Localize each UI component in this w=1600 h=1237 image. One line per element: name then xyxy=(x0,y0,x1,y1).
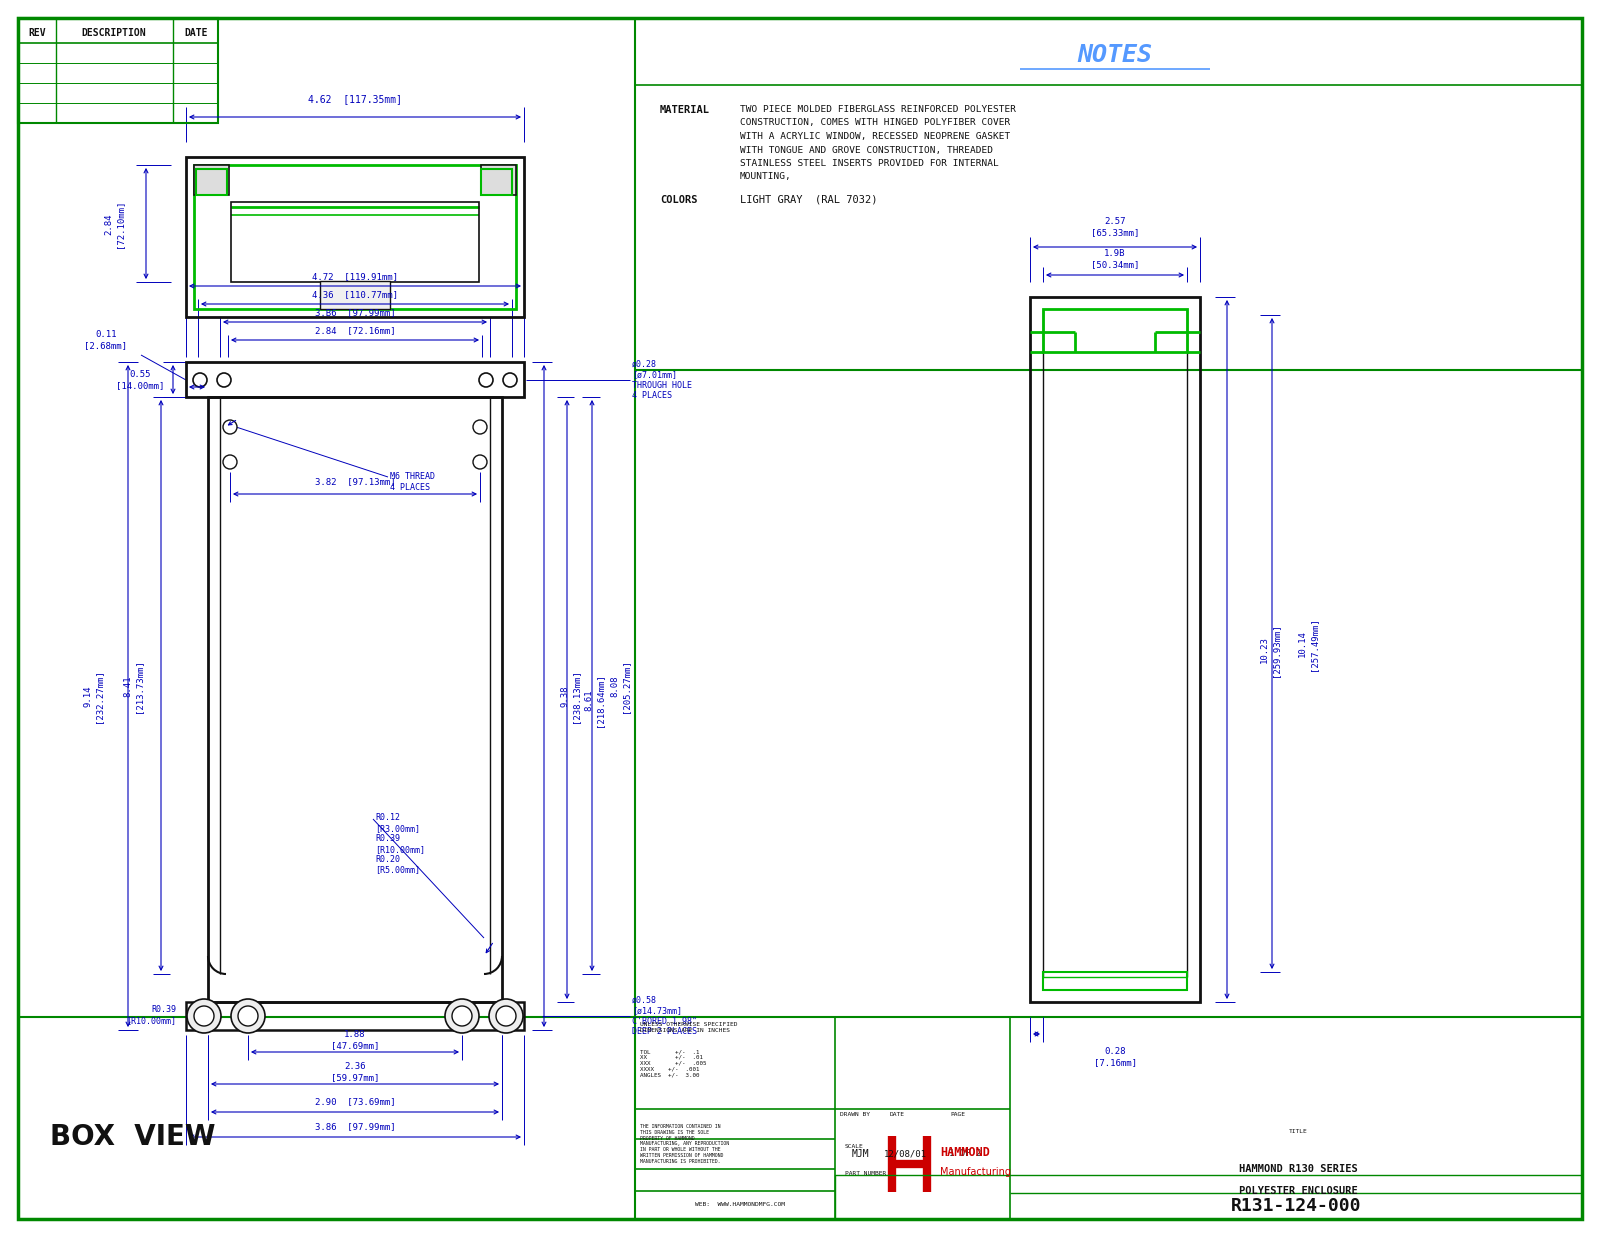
Circle shape xyxy=(194,1006,214,1025)
Bar xyxy=(186,1002,525,1030)
Text: SCALE: SCALE xyxy=(845,1144,864,1149)
Circle shape xyxy=(187,999,221,1033)
Bar xyxy=(195,169,227,195)
Text: 1 OF 2: 1 OF 2 xyxy=(949,1149,981,1159)
Circle shape xyxy=(238,1006,258,1025)
Text: WEB:  WWW.HAMMONDMFG.COM: WEB: WWW.HAMMONDMFG.COM xyxy=(694,1202,786,1207)
Text: 3.86  [97.99mm]: 3.86 [97.99mm] xyxy=(315,1122,395,1132)
Circle shape xyxy=(502,374,517,387)
Text: 0.11
[2.68mm]: 0.11 [2.68mm] xyxy=(85,330,128,350)
Circle shape xyxy=(445,999,478,1033)
Text: 1.88
[47.69mm]: 1.88 [47.69mm] xyxy=(331,1030,379,1050)
Text: COLORS: COLORS xyxy=(661,195,698,205)
Text: 2.90  [73.69mm]: 2.90 [73.69mm] xyxy=(315,1097,395,1107)
Bar xyxy=(1043,972,1187,990)
Text: 12/08/01: 12/08/01 xyxy=(883,1149,926,1159)
Text: 10.14
[257.49mm]: 10.14 [257.49mm] xyxy=(1298,617,1318,670)
Bar xyxy=(482,169,512,195)
Text: ø0.58
[ø14.73mm]
C'BORED 1.98"
DEEP 2 PLACES: ø0.58 [ø14.73mm] C'BORED 1.98" DEEP 2 PL… xyxy=(632,996,698,1037)
Text: 0.55
[14.00mm]: 0.55 [14.00mm] xyxy=(115,370,165,390)
Text: NOTES: NOTES xyxy=(1077,43,1152,67)
Text: DATE: DATE xyxy=(184,28,208,38)
Text: PART NUMBER: PART NUMBER xyxy=(845,1171,886,1176)
Text: 9.38
[238.13mm]: 9.38 [238.13mm] xyxy=(560,669,579,722)
Text: UNLESS OTHERWISE SPECIFIED
DIMENSIONS ARE IN INCHES: UNLESS OTHERWISE SPECIFIED DIMENSIONS AR… xyxy=(640,1022,738,1033)
Bar xyxy=(230,202,478,282)
Circle shape xyxy=(222,455,237,469)
Text: 4.72  [119.91mm]: 4.72 [119.91mm] xyxy=(312,272,398,282)
Text: 2.84  [72.16mm]: 2.84 [72.16mm] xyxy=(315,327,395,335)
Circle shape xyxy=(453,1006,472,1025)
Bar xyxy=(482,165,515,195)
Text: 8.08
[205.27mm]: 8.08 [205.27mm] xyxy=(610,659,630,713)
Circle shape xyxy=(474,455,486,469)
Bar xyxy=(186,157,525,317)
Text: 2.57
[65.33mm]: 2.57 [65.33mm] xyxy=(1091,218,1139,236)
Bar xyxy=(194,165,515,309)
Text: HAMMOND: HAMMOND xyxy=(941,1145,990,1159)
Text: WITH TONGUE AND GROVE CONSTRUCTION, THREADED: WITH TONGUE AND GROVE CONSTRUCTION, THRE… xyxy=(739,146,994,155)
Bar xyxy=(186,362,525,397)
Text: DRAWN BY: DRAWN BY xyxy=(840,1112,870,1117)
Circle shape xyxy=(230,999,266,1033)
Text: 8.41
[213.73mm]: 8.41 [213.73mm] xyxy=(123,659,142,713)
Circle shape xyxy=(218,374,230,387)
Text: 8.61
[218.64mm]: 8.61 [218.64mm] xyxy=(584,673,603,727)
Text: MJM: MJM xyxy=(851,1149,869,1159)
Bar xyxy=(835,1175,1582,1218)
Text: HAMMOND R130 SERIES: HAMMOND R130 SERIES xyxy=(1238,1164,1357,1174)
Bar xyxy=(1043,309,1187,353)
Text: 2.84
[72.10mm]: 2.84 [72.10mm] xyxy=(104,200,123,249)
Circle shape xyxy=(222,421,237,434)
Text: 0.28
[7.16mm]: 0.28 [7.16mm] xyxy=(1093,1048,1136,1066)
Text: R131-124-000: R131-124-000 xyxy=(1230,1197,1362,1215)
Text: Manufacturing: Manufacturing xyxy=(941,1166,1011,1176)
Text: WITH A ACRYLIC WINDOW, RECESSED NEOPRENE GASKET: WITH A ACRYLIC WINDOW, RECESSED NEOPRENE… xyxy=(739,132,1010,141)
Text: DATE: DATE xyxy=(890,1112,906,1117)
Text: 3.82  [97.13mm]: 3.82 [97.13mm] xyxy=(315,477,395,486)
Text: M6 THREAD
4 PLACES: M6 THREAD 4 PLACES xyxy=(390,473,435,491)
Bar xyxy=(194,165,229,195)
Text: MATERIAL: MATERIAL xyxy=(661,105,710,115)
Text: 9.14
[232.27mm]: 9.14 [232.27mm] xyxy=(83,669,102,722)
Bar xyxy=(320,281,390,309)
Text: TWO PIECE MOLDED FIBERGLASS REINFORCED POLYESTER: TWO PIECE MOLDED FIBERGLASS REINFORCED P… xyxy=(739,105,1016,114)
Text: DESCRIPTION: DESCRIPTION xyxy=(82,28,146,38)
Text: THE INFORMATION CONTAINED IN
THIS DRAWING IS THE SOLE
PROPERTY OF HAMMOND
MANUFA: THE INFORMATION CONTAINED IN THIS DRAWIN… xyxy=(640,1124,730,1164)
Text: 2.36
[59.97mm]: 2.36 [59.97mm] xyxy=(331,1063,379,1081)
Text: ø0.28
[ø7.01mm]
THROUGH HOLE
4 PLACES: ø0.28 [ø7.01mm] THROUGH HOLE 4 PLACES xyxy=(632,360,691,400)
Text: BOX  VIEW: BOX VIEW xyxy=(50,1123,216,1150)
Text: REV: REV xyxy=(29,28,46,38)
Text: TITLE: TITLE xyxy=(1288,1129,1307,1134)
Text: 10.23
[259.93mm]: 10.23 [259.93mm] xyxy=(1261,623,1280,677)
Text: PAGE: PAGE xyxy=(950,1112,965,1117)
Circle shape xyxy=(496,1006,515,1025)
Bar xyxy=(1030,297,1200,1002)
Text: 4.62  [117.35mm]: 4.62 [117.35mm] xyxy=(307,94,402,104)
Text: POLYESTER ENCLOSURE: POLYESTER ENCLOSURE xyxy=(1238,1186,1357,1196)
Text: R0.12
[R3.00mm]
R0.39
[R10.00mm]
R0.20
[R5.00mm]: R0.12 [R3.00mm] R0.39 [R10.00mm] R0.20 [… xyxy=(374,814,426,875)
Text: 4.36  [110.77mm]: 4.36 [110.77mm] xyxy=(312,291,398,299)
Circle shape xyxy=(478,374,493,387)
Bar xyxy=(18,19,218,122)
Circle shape xyxy=(474,421,486,434)
Circle shape xyxy=(490,999,523,1033)
Circle shape xyxy=(194,374,206,387)
Text: TOL       +/-  .1
XX        +/-  .01
XXX       +/-  .005
XXXX    +/-  .001
ANGLE: TOL +/- .1 XX +/- .01 XXX +/- .005 XXXX … xyxy=(640,1049,707,1077)
Text: MOUNTING,: MOUNTING, xyxy=(739,172,792,182)
Text: CONSTRUCTION, COMES WITH HINGED POLYFIBER COVER: CONSTRUCTION, COMES WITH HINGED POLYFIBE… xyxy=(739,119,1010,127)
Text: STAINLESS STEEL INSERTS PROVIDED FOR INTERNAL: STAINLESS STEEL INSERTS PROVIDED FOR INT… xyxy=(739,160,998,168)
Text: R0.39
[R10.00mm]: R0.39 [R10.00mm] xyxy=(126,1006,176,1024)
Text: LIGHT GRAY  (RAL 7032): LIGHT GRAY (RAL 7032) xyxy=(739,195,877,205)
Bar xyxy=(208,397,502,1002)
Text: 3.B6  [97.99mm]: 3.B6 [97.99mm] xyxy=(315,308,395,318)
Text: 1.9B
[50.34mm]: 1.9B [50.34mm] xyxy=(1091,250,1139,268)
